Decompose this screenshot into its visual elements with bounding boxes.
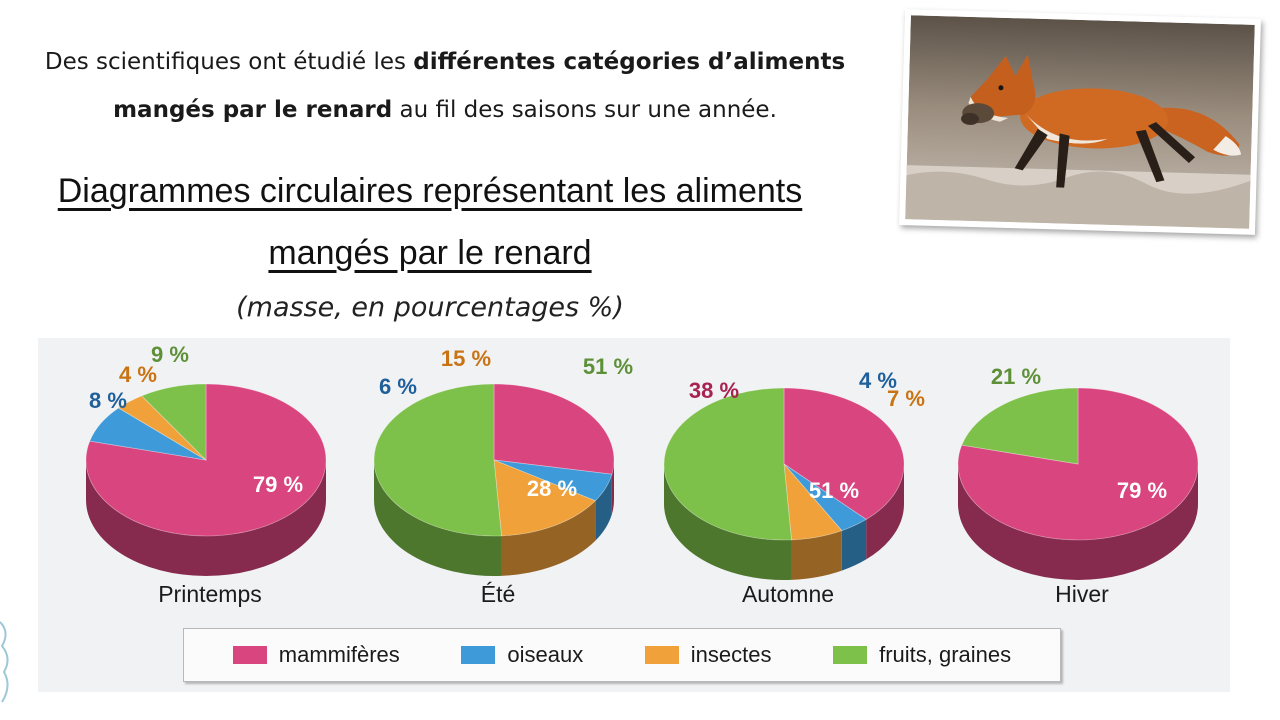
pie-1-label-fruits: 51 % — [583, 354, 633, 379]
pie-1-side-oiseaux — [595, 474, 612, 541]
pie-0-side-mammiferes — [86, 460, 326, 576]
legend-label-mammiferes: mammifères — [278, 642, 400, 667]
pie-0-label-fruits: 9 % — [151, 342, 189, 367]
pie-0-slice-insectes — [117, 395, 207, 461]
pie-0-label-insectes: 4 % — [119, 362, 157, 387]
pie-1-label-mammiferes: 28 % — [527, 476, 577, 501]
pie-2-side-mammiferes — [866, 464, 904, 560]
pie-0-caption: Printemps — [158, 581, 262, 607]
pie-0-label-oiseaux: 8 % — [89, 388, 127, 413]
fox-image — [905, 15, 1255, 229]
pie-1-side-insectes — [501, 500, 596, 576]
legend-label-insectes: insectes — [690, 642, 772, 667]
legend-swatch-oiseaux — [461, 646, 496, 664]
legend-item-mammiferes: mammifères — [232, 642, 400, 668]
pie-2-side-oiseaux — [841, 519, 867, 571]
pie-1-label-insectes: 15 % — [441, 346, 491, 371]
pie-2-side-fruits — [664, 464, 792, 580]
pie-2-label-oiseaux: 4 % — [859, 368, 897, 393]
pie-1-slice-fruits — [373, 383, 502, 537]
pie-0-slice-mammiferes — [85, 383, 327, 537]
fox-photo — [899, 9, 1261, 235]
legend-swatch-mammiferes — [232, 646, 267, 664]
pie-3-label-mammiferes: 79 % — [1117, 478, 1167, 503]
pie-1-slice-mammiferes — [493, 383, 615, 475]
legend-item-insectes: insectes — [644, 642, 772, 668]
pie-2-caption: Automne — [742, 581, 834, 607]
chart-subtitle: (masse, en pourcentages %) — [236, 292, 624, 323]
pie-1-side-mammiferes — [611, 460, 614, 515]
pie-3-label-fruits: 21 % — [991, 364, 1041, 389]
intro-part1: Des scientifiques ont étudié les — [44, 49, 414, 75]
pie-0-slice-oiseaux — [89, 407, 207, 461]
pie-3-side-mammiferes — [958, 464, 1198, 580]
pie-3-slice-mammiferes — [957, 387, 1199, 541]
pie-2-slice-mammiferes — [783, 387, 905, 520]
pie-1-slice-oiseaux — [493, 459, 613, 502]
pie-3: 79 % 21 % Hiver — [957, 364, 1199, 607]
pie-2-label-insectes: 7 % — [887, 386, 925, 411]
intro-bold: différentes catégories d’aliments mangés… — [113, 49, 846, 123]
pie-1-label-oiseaux: 6 % — [379, 374, 417, 399]
chart-title: Diagrammes circulaires représentant les … — [57, 172, 803, 272]
legend-label-oiseaux: oiseaux — [507, 642, 584, 667]
corner-decoration — [0, 621, 9, 703]
pie-2-label-mammiferes: 38 % — [689, 378, 739, 403]
pie-3-slice-fruits — [961, 387, 1079, 465]
intro-part2: au fil des saisons sur une année. — [392, 97, 777, 123]
pie-0: 79 % 8 %4 %9 % Printemps — [85, 342, 327, 607]
pie-2-slice-insectes — [783, 462, 843, 541]
pie-1: 28 % 6 % 15 % 51 % Été — [373, 346, 633, 607]
pie-2-side-insectes — [791, 530, 842, 580]
pie-2: 38 % 4 %7 % 51 % Automne — [663, 368, 925, 607]
legend-label-fruits: fruits, graines — [879, 642, 1012, 667]
pie-2-slice-oiseaux — [783, 463, 867, 532]
legend-item-fruits: fruits, graines — [833, 642, 1011, 668]
intro-text: Des scientifiques ont étudié les différe… — [20, 38, 870, 134]
pie-3-caption: Hiver — [1055, 581, 1109, 607]
legend-swatch-insectes — [644, 646, 679, 664]
pie-1-side-fruits — [374, 460, 502, 576]
pie-1-slice-insectes — [493, 459, 597, 537]
pie-2-slice-fruits — [663, 387, 792, 541]
legend-swatch-fruits — [833, 646, 868, 664]
pie-1-caption: Été — [481, 581, 516, 607]
legend: mammifères oiseaux insectes fruits, grai… — [183, 628, 1061, 682]
pie-0-label-mammiferes: 79 % — [253, 472, 303, 497]
pie-2-label-fruits: 51 % — [809, 478, 859, 503]
legend-item-oiseaux: oiseaux — [461, 642, 583, 668]
pie-0-slice-fruits — [140, 383, 207, 461]
